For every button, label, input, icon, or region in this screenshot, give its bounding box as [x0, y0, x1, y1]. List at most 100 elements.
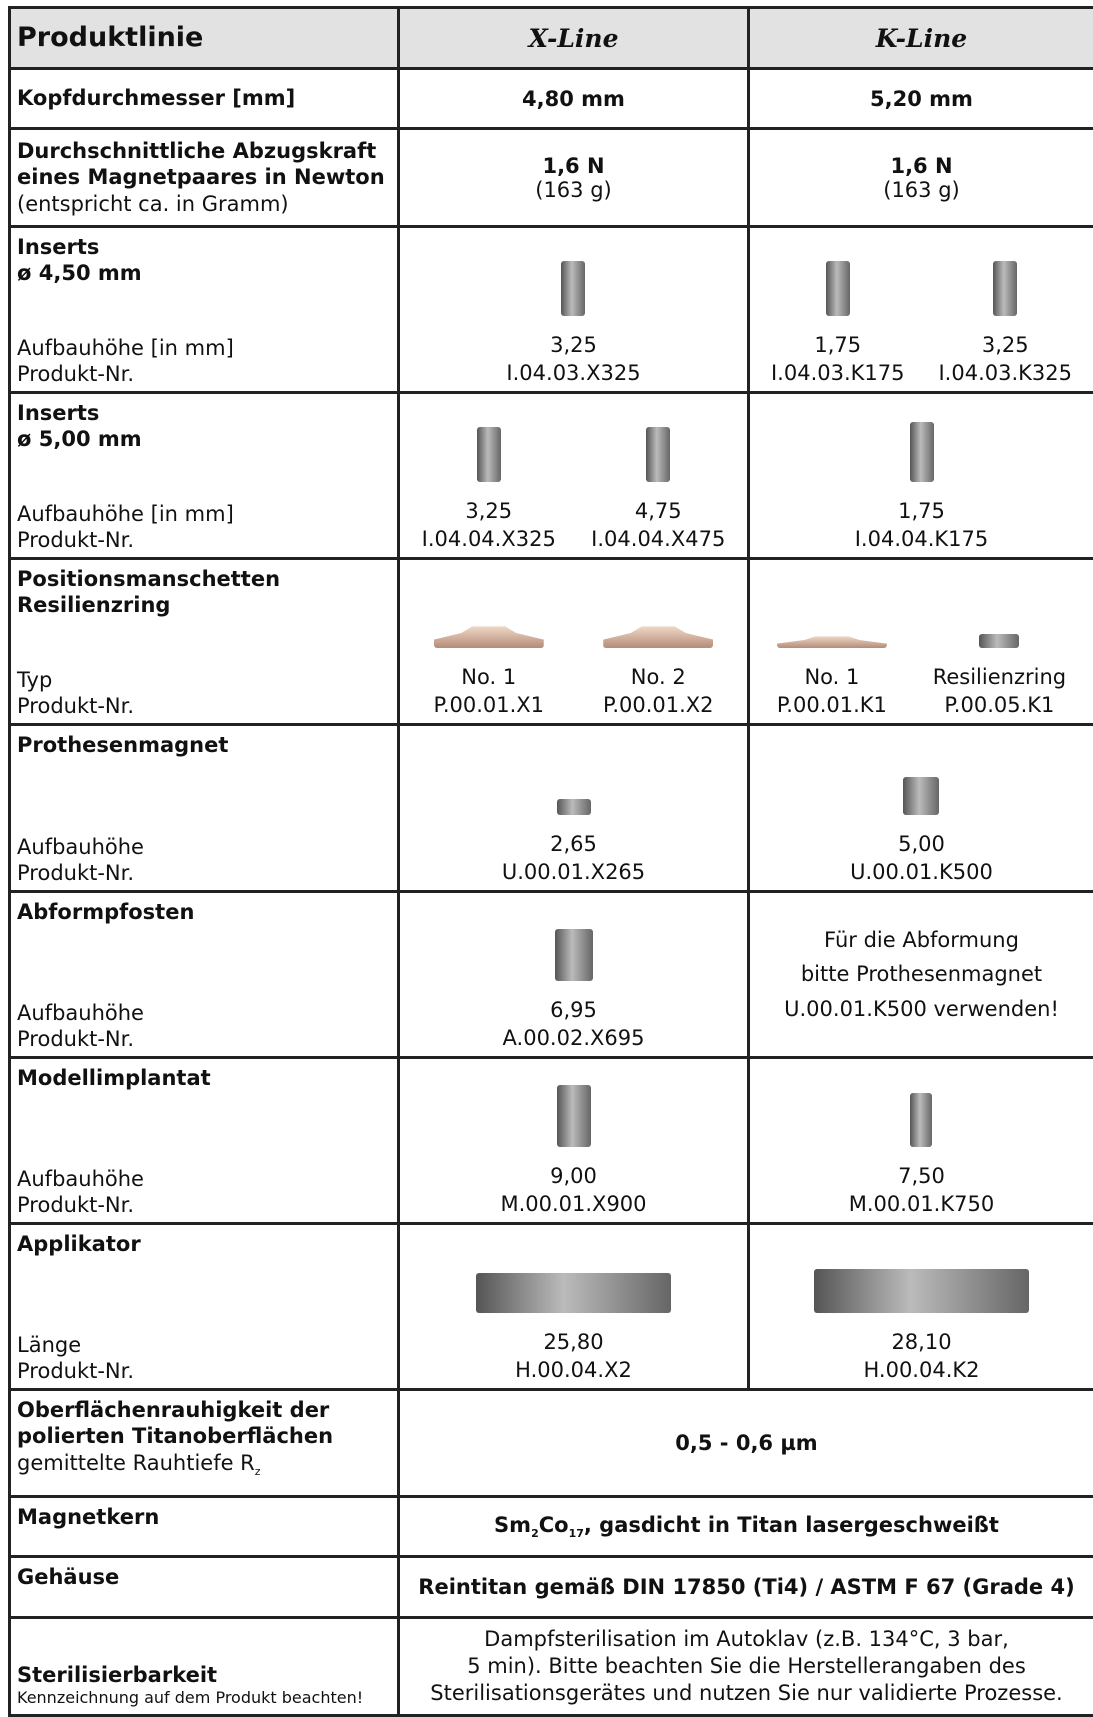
- product-image: [903, 777, 939, 815]
- row-note: gemittelte Rauhtiefe Rz: [17, 1450, 391, 1479]
- grams: (163 g): [400, 178, 747, 202]
- product-number: H.00.04.X2: [515, 1357, 632, 1384]
- text: Sm: [494, 1513, 531, 1537]
- product-number: I.04.04.K175: [855, 526, 989, 553]
- value: No. 1: [461, 664, 516, 691]
- body: Produktlinie X-Line K-Line Kopfdurchmess…: [0, 0, 1093, 1715]
- field-label: Aufbauhöhe: [17, 834, 144, 860]
- row-title: Sterilisierbarkeit: [17, 1662, 391, 1688]
- product-image: [557, 1085, 591, 1147]
- row-title: polierten Titanoberflächen: [17, 1423, 391, 1449]
- cell: 1,6 N(163 g): [749, 129, 1093, 227]
- product-number: P.00.01.X2: [603, 692, 714, 719]
- field-label: Produkt-Nr.: [17, 527, 234, 553]
- page: Produktlinie {"header":{"label":"Produkt…: [0, 0, 1093, 1715]
- row-title: Positionsmanschetten: [17, 566, 391, 592]
- cell: Reintitan gemäß DIN 17850 (Ti4) / ASTM F…: [399, 1557, 1093, 1618]
- sub: 17: [569, 1527, 584, 1540]
- product-image: [777, 636, 887, 648]
- note-sub: z: [255, 1465, 261, 1478]
- row-title: Kopfdurchmesser [mm]: [10, 69, 399, 129]
- product-number: M.00.01.K750: [849, 1191, 994, 1218]
- value: 6,95: [550, 997, 597, 1024]
- value: No. 1: [804, 664, 859, 691]
- product-image: [646, 427, 670, 482]
- value: 2,65: [550, 831, 597, 858]
- product-number: I.04.04.X325: [422, 526, 556, 553]
- product-number: U.00.01.K500: [850, 859, 993, 886]
- header-label: Produktlinie: [10, 8, 399, 69]
- value: 3,25: [550, 332, 597, 359]
- value: 5,00: [898, 831, 945, 858]
- row: Kopfdurchmesser [mm] 4,80 mm 5,20 mm: [10, 69, 1093, 129]
- note-line: U.00.01.K500 verwenden!: [750, 992, 1093, 1027]
- product-number: M.00.01.X900: [500, 1191, 646, 1218]
- field-label: Produkt-Nr.: [17, 693, 134, 719]
- product-image: [557, 799, 591, 815]
- value: Resilienzring: [933, 664, 1066, 691]
- product-number: I.04.03.K175: [771, 360, 905, 387]
- product-number: P.00.01.K1: [777, 692, 887, 719]
- row-title: Magnetkern: [10, 1497, 399, 1557]
- product-number: I.04.04.X475: [591, 526, 725, 553]
- product-image: [555, 929, 593, 981]
- text-line: 5 min). Bitte beachten Sie die Herstelle…: [400, 1653, 1093, 1680]
- row-title: Abformpfosten: [17, 899, 391, 925]
- product-image: [910, 422, 934, 482]
- row-title: Resilienzring: [17, 592, 391, 618]
- field-label: Produkt-Nr.: [17, 361, 234, 387]
- row-title: ø 5,00 mm: [17, 426, 391, 452]
- cell: 4,80 mm: [399, 69, 749, 129]
- product-image: [434, 626, 544, 648]
- product-number: P.00.01.X1: [433, 692, 544, 719]
- field-label: Typ: [17, 667, 134, 693]
- text-line: Sterilisationsgerätes und nutzen Sie nur…: [400, 1680, 1093, 1707]
- product-number: H.00.04.K2: [863, 1357, 979, 1384]
- row: Gehäuse Reintitan gemäß DIN 17850 (Ti4) …: [10, 1557, 1093, 1618]
- value: 3,25: [982, 332, 1029, 359]
- cell: 5,20 mm: [749, 69, 1093, 129]
- row-title: ø 4,50 mm: [17, 260, 391, 286]
- product-number: A.00.02.X695: [503, 1025, 645, 1052]
- field-label: Produkt-Nr.: [17, 1192, 144, 1218]
- product-image: [814, 1269, 1029, 1313]
- product-number: I.04.03.K325: [938, 360, 1072, 387]
- product-image: [826, 261, 850, 316]
- field-label: Produkt-Nr.: [17, 1026, 144, 1052]
- force: 1,6 N: [400, 154, 747, 178]
- product-image: [979, 634, 1019, 648]
- product-image: [910, 1093, 932, 1147]
